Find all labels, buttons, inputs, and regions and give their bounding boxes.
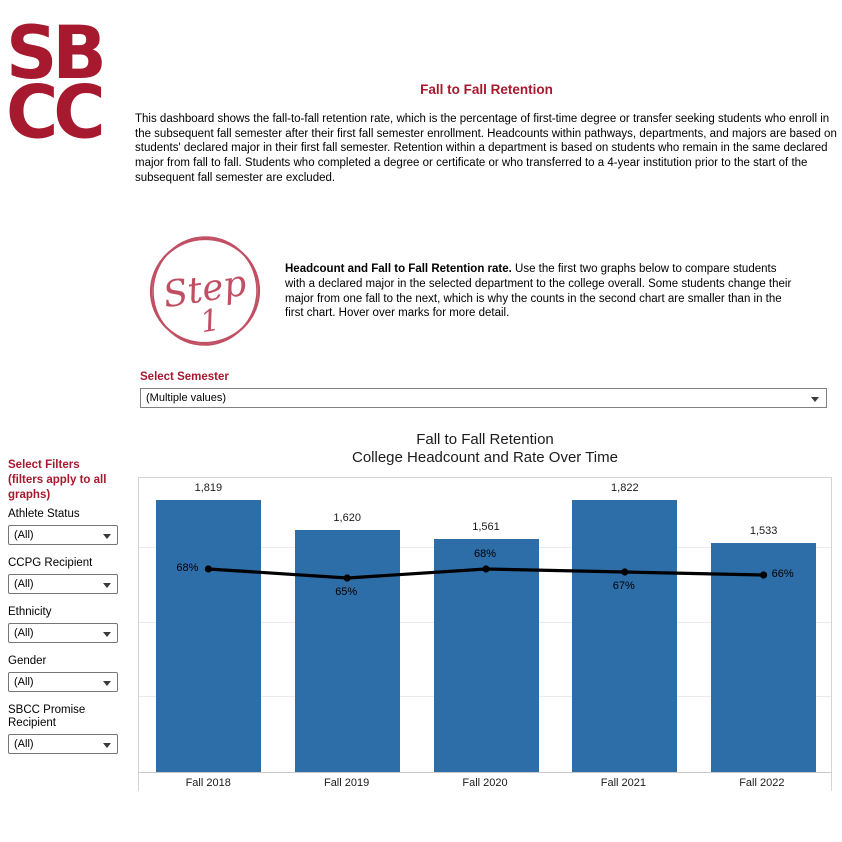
chevron-down-icon xyxy=(103,632,111,637)
x-axis: Fall 2018 Fall 2019 Fall 2020 Fall 2021 Fall… xyxy=(138,772,832,791)
rate-label: 68% xyxy=(176,562,199,574)
chart-title-line2: College Headcount and Rate Over Time xyxy=(352,448,618,466)
filter-label: Ethnicity xyxy=(8,606,52,618)
rate-label: 67% xyxy=(612,580,635,592)
filter-group-ethnicity: Ethnicity (All) xyxy=(8,606,130,643)
chevron-down-icon xyxy=(811,397,819,402)
x-axis-label: Fall 2020 xyxy=(462,777,508,789)
step-circle-icon: Step 1 xyxy=(149,236,261,346)
bar-fall-2020[interactable] xyxy=(433,538,539,772)
bar-value-label: 1,822 xyxy=(611,481,639,494)
filters-heading-line1: Select Filters xyxy=(8,459,80,471)
rate-label: 68% xyxy=(474,548,497,560)
semester-filter-label: Select Semester xyxy=(140,371,229,383)
step-1-lead: Headcount and Fall to Fall Retention rat… xyxy=(285,263,512,275)
dropdown-value: (All) xyxy=(14,676,34,688)
filter-group-gender: Gender (All) xyxy=(8,655,130,692)
sbcc-logo: SB CC xyxy=(6,10,139,156)
bar-fall-2018[interactable] xyxy=(155,500,261,772)
sbcc-logo-line1: SB xyxy=(6,10,107,96)
bar-fall-2022[interactable] xyxy=(711,543,817,772)
plot-area: 1,819 1,620 1,561 1,822 1,533 68% 65% 68% 67% 66% xyxy=(138,477,832,772)
filters-sidebar: Select Filters (filters apply to all gra… xyxy=(8,458,130,766)
bar-value-label: 1,561 xyxy=(472,520,500,533)
dropdown-value: (All) xyxy=(14,529,34,541)
bar-fall-2019[interactable] xyxy=(294,530,400,772)
x-axis-label: Fall 2021 xyxy=(600,777,647,789)
filter-label: CCPG Recipient xyxy=(8,557,93,569)
x-axis-label: Fall 2022 xyxy=(739,777,785,789)
page-title: Fall to Fall Retention xyxy=(420,82,553,97)
filter-group-ccpg-recipient: CCPG Recipient (All) xyxy=(8,557,130,594)
bar-value-label: 1,819 xyxy=(194,482,223,495)
line-marker[interactable] xyxy=(621,568,629,576)
x-axis-label: Fall 2018 xyxy=(185,777,231,789)
chevron-down-icon xyxy=(103,681,111,686)
dropdown-value: (All) xyxy=(14,738,34,750)
dropdown-value: (All) xyxy=(14,627,34,639)
chart-title: Fall to Fall Retention College Headcount… xyxy=(138,431,832,466)
athlete-status-dropdown[interactable]: (All) xyxy=(8,525,118,545)
x-axis-label: Fall 2019 xyxy=(323,777,370,789)
chevron-down-icon xyxy=(103,743,111,748)
line-marker[interactable] xyxy=(760,571,768,579)
ethnicity-dropdown[interactable]: (All) xyxy=(8,623,118,643)
sbcc-logo-line2: CC xyxy=(6,70,106,156)
bar-value-label: 1,533 xyxy=(749,525,778,537)
filter-label: Gender xyxy=(8,655,47,667)
semester-dropdown-value: (Multiple values) xyxy=(146,392,227,404)
filter-group-athlete-status: Athlete Status (All) xyxy=(8,508,130,545)
ccpg-recipient-dropdown[interactable]: (All) xyxy=(8,574,118,594)
filters-heading-line2: (filters apply to all graphs) xyxy=(8,474,107,501)
chart-title-line1: Fall to Fall Retention xyxy=(416,431,554,448)
filter-group-sbcc-promise: SBCC Promise Recipient (All) xyxy=(8,704,130,754)
line-marker[interactable] xyxy=(204,565,212,573)
semester-dropdown[interactable]: (Multiple values) xyxy=(140,388,827,408)
step-1-body: Use the first two graphs below to compar… xyxy=(285,263,792,320)
bar-value-label: 1,620 xyxy=(333,512,361,524)
line-marker[interactable] xyxy=(343,574,351,582)
step-1-instructions: Headcount and Fall to Fall Retention rat… xyxy=(285,262,793,321)
dashboard-description: This dashboard shows the fall-to-fall re… xyxy=(135,113,837,184)
filter-label: Athlete Status xyxy=(8,508,80,520)
filter-label: SBCC Promise Recipient xyxy=(8,704,86,729)
line-marker[interactable] xyxy=(482,565,490,573)
svg-text:1: 1 xyxy=(198,303,222,341)
chevron-down-icon xyxy=(103,583,111,588)
step-1-badge: Step 1 xyxy=(146,231,264,351)
dropdown-value: (All) xyxy=(14,578,34,590)
sbcc-promise-dropdown[interactable]: (All) xyxy=(8,734,118,754)
bar-fall-2021[interactable] xyxy=(572,499,678,772)
gender-dropdown[interactable]: (All) xyxy=(8,672,118,692)
chevron-down-icon xyxy=(103,534,111,539)
rate-label: 65% xyxy=(335,586,358,598)
rate-label: 66% xyxy=(771,568,794,580)
filters-heading: Select Filters (filters apply to all gra… xyxy=(8,458,118,503)
